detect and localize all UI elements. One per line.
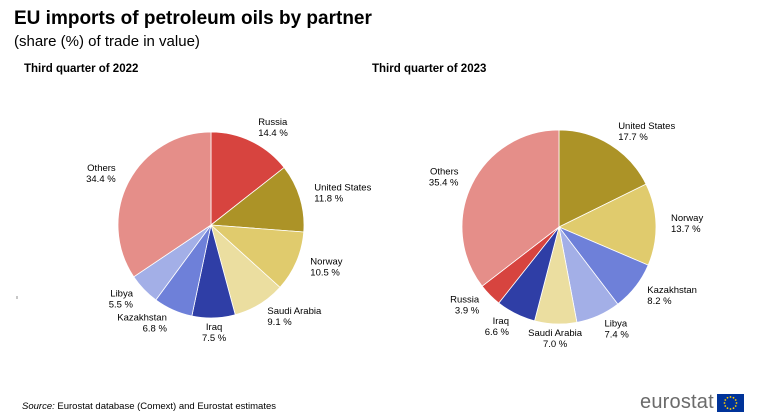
pie-2023-label-libya: Libya 7.4 %: [605, 318, 630, 340]
pie-2022-category-iraq: Iraq: [206, 322, 222, 333]
eu-flag-star: [734, 398, 737, 401]
pie-2023-category-iraq: Iraq: [493, 316, 509, 327]
pie-2022-label-libya: Libya 5.5 %: [109, 289, 134, 311]
pie-2022-category-others: Others: [87, 163, 116, 174]
pie-2023-slice-norway: [558, 183, 657, 266]
pie-2022-label-kazakhstan: Kazakhstan 6.8 %: [117, 313, 167, 335]
eu-flag-star: [724, 398, 727, 401]
pie-2022-slice-russia: [210, 131, 285, 226]
eurostat-logo: eurostat: [640, 391, 744, 414]
eu-flag-star: [732, 396, 735, 399]
pie-2023-slice-others: [461, 129, 560, 287]
eu-flag-star: [724, 404, 727, 407]
pie-2022-label-saudi-arabia: Saudi Arabia 9.1 %: [267, 306, 322, 328]
pie-2022-value-saudi-arabia: 9.1 %: [267, 317, 292, 328]
pie-2023-label-iraq: Iraq 6.6 %: [485, 316, 510, 338]
pie-2023-slice-united-states: [558, 129, 647, 228]
pie-2023-label-others: Others 35.4 %: [429, 167, 459, 189]
pie-2022-label-united-states: United States 11.8 %: [314, 183, 371, 205]
pie-2023-category-united-states: United States: [618, 121, 675, 132]
pie-2022-title: Third quarter of 2022: [24, 63, 139, 75]
pie-2022-value-kazakhstan: 6.8 %: [143, 324, 168, 335]
eu-flag-star: [735, 401, 738, 404]
pie-2022-value-iraq: 7.5 %: [202, 333, 227, 344]
source-label: Source:: [22, 401, 55, 412]
pie-2022-category-norway: Norway: [310, 257, 342, 268]
pie-2022-value-norway: 10.5 %: [310, 268, 340, 279]
pie-2023-category-libya: Libya: [605, 318, 628, 329]
pie-2023-value-norway: 13.7 %: [671, 224, 701, 235]
pie-2022-category-kazakhstan: Kazakhstan: [117, 313, 167, 324]
pie-2023-label-saudi-arabia: Saudi Arabia 7.0 %: [528, 328, 583, 350]
pie-2022-value-united-states: 11.8 %: [314, 194, 343, 205]
eurostat-wordmark: eurostat: [640, 391, 714, 413]
pie-2022-value-libya: 5.5 %: [109, 300, 134, 311]
pie-2022-label-norway: Norway 10.5 %: [310, 257, 342, 279]
pie-2023-value-russia: 3.9 %: [455, 306, 480, 317]
pie-2023-category-others: Others: [430, 167, 459, 178]
pie-2022-slice-united-states: [209, 166, 305, 233]
chart-title: EU imports of petroleum oils by partner: [14, 8, 372, 29]
chart-subtitle: (share (%) of trade in value): [14, 33, 200, 50]
pie-2023-category-saudi-arabia: Saudi Arabia: [528, 328, 583, 339]
pie-2023-value-united-states: 17.7 %: [618, 132, 648, 143]
pie-2023-label-norway: Norway 13.7 %: [671, 213, 703, 235]
pie-2023-value-libya: 7.4 %: [605, 329, 630, 340]
pie-2022-category-saudi-arabia: Saudi Arabia: [267, 306, 322, 317]
pie-2022-value-others: 34.4 %: [86, 174, 116, 185]
pie-2023-value-iraq: 6.6 %: [485, 327, 510, 338]
pie-2022-value-russia: 14.4 %: [258, 128, 288, 139]
pie-2023-label-united-states: United States 17.7 %: [618, 121, 675, 143]
pie-2022-category-russia: Russia: [258, 117, 288, 128]
pie-2022-category-united-states: United States: [314, 183, 371, 194]
pie-2023-label-kazakhstan: Kazakhstan 8.2 %: [647, 285, 697, 307]
pie-2022-label-others: Others 34.4 %: [86, 163, 116, 185]
eu-flag-icon: [716, 393, 744, 412]
eu-flag-star: [734, 404, 737, 407]
pie-2023-category-russia: Russia: [450, 295, 480, 306]
eu-flag-star: [726, 396, 729, 399]
source-text: Eurostat database (Comext) and Eurostat …: [57, 401, 276, 412]
pie-2022-slice-others: [117, 131, 212, 278]
pie-2023-label-russia: Russia 3.9 %: [450, 295, 480, 317]
source-note: Source: Eurostat database (Comext) and E…: [22, 401, 276, 412]
eu-flag-star: [726, 406, 729, 409]
pie-chart-2023: United States 17.7 % Norway 13.7 % Kazakhsta…: [429, 121, 704, 350]
eu-flag-star: [729, 395, 732, 398]
eu-flag-star: [729, 407, 732, 410]
pie-2022-label-iraq: Iraq 7.5 %: [202, 322, 227, 344]
pie-2022-label-russia: Russia 14.4 %: [258, 117, 288, 139]
pie-2023-category-kazakhstan: Kazakhstan: [647, 285, 697, 296]
eu-flag-star: [732, 406, 735, 409]
left-edge-tick: [16, 296, 18, 299]
pie-chart-2022: Russia 14.4 % United States 11.8 % Norway 10.…: [86, 117, 371, 344]
pie-2023-value-kazakhstan: 8.2 %: [647, 296, 672, 307]
pie-2023-value-saudi-arabia: 7.0 %: [543, 339, 568, 350]
pie-2023-title: Third quarter of 2023: [372, 63, 487, 75]
eu-flag-star: [723, 401, 726, 404]
pie-2022-category-libya: Libya: [110, 289, 133, 300]
pie-2023-value-others: 35.4 %: [429, 178, 459, 189]
pie-2023-category-norway: Norway: [671, 213, 703, 224]
